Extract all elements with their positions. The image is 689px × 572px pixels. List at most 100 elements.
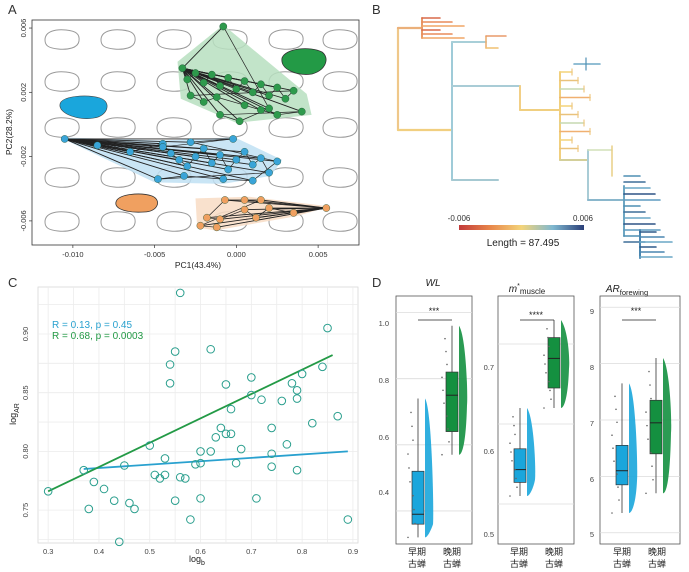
cat-label-late: 晚期 <box>443 547 461 557</box>
scatter-point <box>282 440 292 449</box>
pca-point <box>240 77 249 85</box>
pca-point <box>265 104 273 113</box>
pca-point <box>240 205 249 214</box>
jitter-point <box>547 336 549 339</box>
scatter-point <box>160 470 170 480</box>
scatter-point <box>79 465 89 475</box>
scatter-point <box>226 404 236 414</box>
jitter-point <box>616 421 618 424</box>
x-tick-label: -0.005 <box>144 250 165 259</box>
pca-point <box>199 78 208 87</box>
jitter-point <box>544 363 546 365</box>
violin-half <box>527 408 536 496</box>
phylo-edge <box>219 209 245 220</box>
panel-c-xlabel: logb <box>189 554 205 567</box>
pca-point <box>191 152 200 161</box>
panel-b-phylogeny: -0.006 0.006 Length = 87.495 <box>396 17 673 259</box>
jitter-point <box>645 411 647 413</box>
violin-half <box>425 398 434 538</box>
scatter-point <box>196 447 205 456</box>
jitter-point <box>510 451 512 453</box>
scatter-point <box>89 477 99 487</box>
background-shape-outline <box>322 167 358 188</box>
jitter-point <box>647 438 649 440</box>
y-tick-label: 0.006 <box>19 19 28 38</box>
scatter-point <box>170 496 180 506</box>
jitter-point <box>650 451 652 454</box>
scatter-point <box>84 504 94 514</box>
background-shape-outline <box>44 117 80 138</box>
pca-point <box>158 143 167 151</box>
phylo-edge <box>64 138 185 177</box>
pca-point <box>180 172 188 180</box>
jitter-point <box>513 424 515 427</box>
pca-point <box>273 83 282 92</box>
phylo-edge <box>223 178 253 182</box>
orange-group-shape <box>115 193 158 213</box>
x-tick-label: 0.5 <box>145 547 155 556</box>
box-body <box>513 448 527 483</box>
pca-point <box>199 144 208 153</box>
ar-ytick: 7 <box>590 419 594 428</box>
phylo-edge <box>269 207 294 214</box>
phylo-edge <box>206 207 327 219</box>
cat-label-late: 晚期 <box>648 547 666 557</box>
scatter-point <box>267 449 276 459</box>
pca-point <box>240 147 249 156</box>
panel-d-subplots <box>395 295 681 545</box>
scatter-point <box>160 454 170 463</box>
background-shape-outline <box>100 117 136 138</box>
background-shape-outline <box>156 117 192 138</box>
pca-point <box>60 135 69 143</box>
scatter-point <box>292 465 302 475</box>
pca-point <box>235 117 244 126</box>
panel-c-ylabel-sub: AR <box>14 403 21 413</box>
phylo-edge <box>293 207 327 214</box>
panel-a-points <box>60 22 331 232</box>
phylo-edge <box>182 67 302 113</box>
scatter-point <box>181 474 190 483</box>
subplot-title-arforewing: ARforewing <box>605 284 648 297</box>
pca-point <box>297 107 306 116</box>
scatter-point <box>333 411 342 421</box>
box-body <box>411 470 425 525</box>
scatter-point <box>292 386 302 395</box>
x-tick-label: 0.000 <box>227 250 246 259</box>
muscle-ytick: 0.5 <box>484 530 494 539</box>
phylo-edge <box>157 175 185 180</box>
jitter-point <box>618 499 620 501</box>
scatter-point <box>125 498 134 508</box>
jitter-point <box>546 328 548 330</box>
scatter-point <box>226 429 236 439</box>
jitter-point <box>441 376 443 379</box>
jitter-point <box>543 354 545 357</box>
pca-point <box>216 82 224 90</box>
pca-point <box>93 141 102 150</box>
background-shape-outline <box>100 167 136 188</box>
jitter-point <box>514 468 516 471</box>
background-shape-outline <box>44 29 80 50</box>
pca-point <box>265 91 273 100</box>
convex-hull <box>177 24 312 123</box>
sig-label-arforewing: *** <box>631 306 642 316</box>
panel-b-label: B <box>372 2 381 17</box>
box-body <box>615 445 629 486</box>
tree-length-label: Length = 87.495 <box>487 238 560 249</box>
background-shape-outline <box>44 71 80 92</box>
x-tick-label: 0.6 <box>195 547 205 556</box>
x-tick-label: 0.3 <box>43 547 53 556</box>
phylo-edge <box>216 96 245 106</box>
panel-c-scatter: 0.3 0.4 0.5 0.6 0.7 0.8 0.9 0.75 0.80 0.85 0.90 R … <box>8 286 359 567</box>
pca-point <box>224 165 232 174</box>
phylo-edge <box>216 207 327 228</box>
cat-label-early-sub: 古蝉 <box>408 558 426 569</box>
panel-c-xlabel-sub: b <box>201 560 205 567</box>
jitter-point <box>611 512 613 514</box>
pca-point <box>224 74 232 82</box>
pca-point <box>229 135 237 143</box>
pca-point <box>196 221 205 230</box>
jitter-point <box>548 345 550 348</box>
pca-point <box>178 64 187 73</box>
pca-point <box>208 70 216 79</box>
jitter-point <box>645 492 647 495</box>
